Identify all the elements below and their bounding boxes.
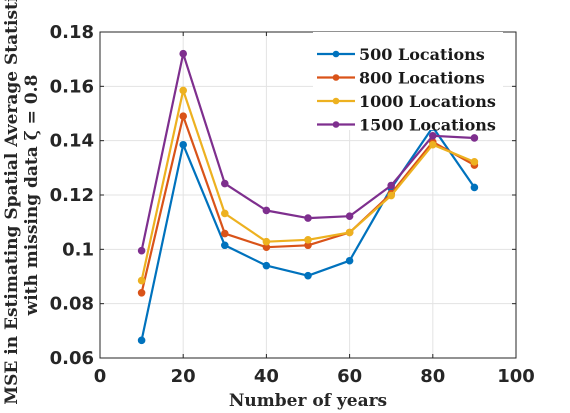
data-point [345, 256, 354, 265]
data-point [304, 214, 312, 222]
data-point [221, 229, 229, 238]
x-tick-label: 60 [337, 366, 362, 387]
series-line [140, 125, 476, 341]
data-point [470, 158, 479, 166]
data-point [304, 236, 312, 244]
y-axis-label: MSE in Estimating Spatial Average Statis… [2, 0, 42, 405]
legend-entry-label: 800 Locations [359, 69, 485, 88]
y-tick-label: 0.06 [50, 348, 94, 369]
data-point [345, 228, 354, 237]
legend-entry-label: 1500 Locations [359, 116, 496, 135]
data-point [387, 181, 396, 190]
legend-swatch-marker [332, 50, 340, 58]
data-point [262, 206, 271, 215]
data-point [179, 112, 187, 121]
series-500-locations [137, 123, 479, 345]
data-point [345, 212, 354, 220]
y-axis-label-line-2: with missing data ζ = 0.8 [22, 75, 42, 317]
legend: 500 Locations 800 Locations 1000 Locations… [313, 32, 503, 135]
y-tick-label: 0.14 [50, 131, 94, 152]
data-point [387, 191, 396, 200]
data-point [470, 134, 479, 142]
x-axis-label: Number of years [229, 391, 387, 411]
x-tick-label: 40 [254, 366, 279, 387]
data-point [221, 179, 229, 188]
data-point [429, 131, 437, 140]
legend-entry-label: 500 Locations [359, 45, 485, 64]
data-point [137, 246, 146, 255]
x-tick-label: 20 [171, 366, 196, 387]
data-point [137, 336, 146, 345]
y-tick-label: 0.18 [50, 22, 94, 43]
x-tick-label: 100 [497, 366, 535, 387]
data-point [179, 49, 187, 58]
series-layer [137, 49, 479, 345]
legend-background [313, 32, 503, 130]
y-tick-label: 0.1 [62, 239, 94, 260]
data-point [179, 140, 187, 149]
legend-swatch-marker [332, 97, 340, 105]
legend-swatch-marker [332, 74, 340, 81]
data-point [137, 276, 146, 285]
data-point [179, 86, 187, 95]
data-point [470, 183, 479, 192]
data-point [262, 237, 271, 246]
data-point [221, 209, 229, 218]
x-tick-label: 0 [94, 366, 107, 387]
y-axis-label-line-1: MSE in Estimating Spatial Average Statis… [2, 0, 22, 405]
series-1500-locations [137, 49, 479, 255]
y-tick-label: 0.08 [50, 294, 94, 315]
y-tick-label: 0.12 [50, 185, 94, 206]
data-point [429, 140, 437, 149]
legend-swatch-marker [332, 121, 340, 128]
axis-ticks: 0 20 40 60 80 100 0.06 0.08 0.1 0.12 0.14 0.16 0.18 [50, 22, 535, 387]
x-tick-label: 80 [420, 366, 445, 387]
y-tick-label: 0.16 [50, 76, 94, 97]
series-line [140, 115, 475, 294]
data-point [221, 241, 229, 250]
legend-entry-label: 1000 Locations [359, 92, 496, 111]
series-1000-locations [137, 86, 479, 285]
data-point [137, 289, 146, 297]
data-point [262, 261, 271, 270]
data-point [304, 271, 312, 280]
